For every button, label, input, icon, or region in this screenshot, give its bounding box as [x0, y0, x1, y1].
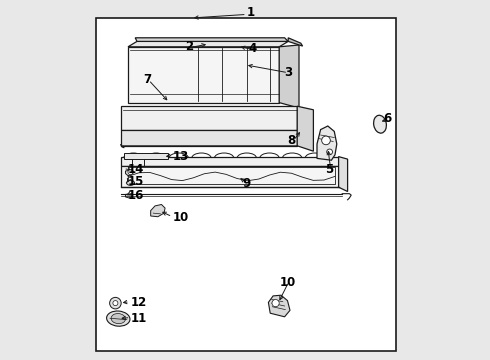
Polygon shape: [279, 45, 299, 108]
Text: 9: 9: [243, 177, 251, 190]
Polygon shape: [135, 38, 288, 41]
Text: 4: 4: [248, 42, 256, 55]
Text: 1: 1: [246, 6, 254, 19]
Ellipse shape: [126, 180, 134, 185]
Polygon shape: [151, 204, 165, 217]
Circle shape: [113, 301, 118, 306]
Text: 10: 10: [172, 211, 189, 224]
Polygon shape: [121, 130, 297, 146]
Polygon shape: [339, 157, 347, 192]
Text: 11: 11: [130, 312, 147, 325]
Circle shape: [128, 170, 133, 175]
Circle shape: [321, 136, 330, 145]
Polygon shape: [121, 166, 339, 187]
Polygon shape: [288, 38, 303, 46]
Polygon shape: [125, 170, 134, 176]
Polygon shape: [121, 157, 339, 166]
Text: 7: 7: [144, 73, 152, 86]
Circle shape: [272, 300, 279, 307]
Polygon shape: [128, 47, 279, 103]
Polygon shape: [125, 194, 133, 198]
Text: 14: 14: [128, 163, 145, 176]
Text: 10: 10: [280, 276, 296, 289]
Text: 12: 12: [130, 296, 147, 309]
Polygon shape: [124, 153, 168, 159]
Text: 13: 13: [172, 150, 189, 163]
Circle shape: [327, 149, 333, 155]
Text: 2: 2: [185, 40, 193, 53]
Polygon shape: [297, 106, 314, 151]
Ellipse shape: [111, 314, 125, 324]
Text: 15: 15: [128, 175, 145, 188]
Text: 8: 8: [288, 134, 296, 147]
Ellipse shape: [373, 115, 387, 133]
Text: 3: 3: [284, 66, 292, 78]
Polygon shape: [121, 106, 297, 130]
Text: 6: 6: [383, 112, 392, 125]
Text: 16: 16: [128, 189, 145, 202]
FancyBboxPatch shape: [96, 18, 396, 351]
Polygon shape: [269, 295, 290, 317]
Polygon shape: [128, 41, 288, 47]
Polygon shape: [317, 126, 337, 160]
Ellipse shape: [107, 311, 130, 326]
Text: 5: 5: [325, 163, 334, 176]
Circle shape: [110, 297, 121, 309]
